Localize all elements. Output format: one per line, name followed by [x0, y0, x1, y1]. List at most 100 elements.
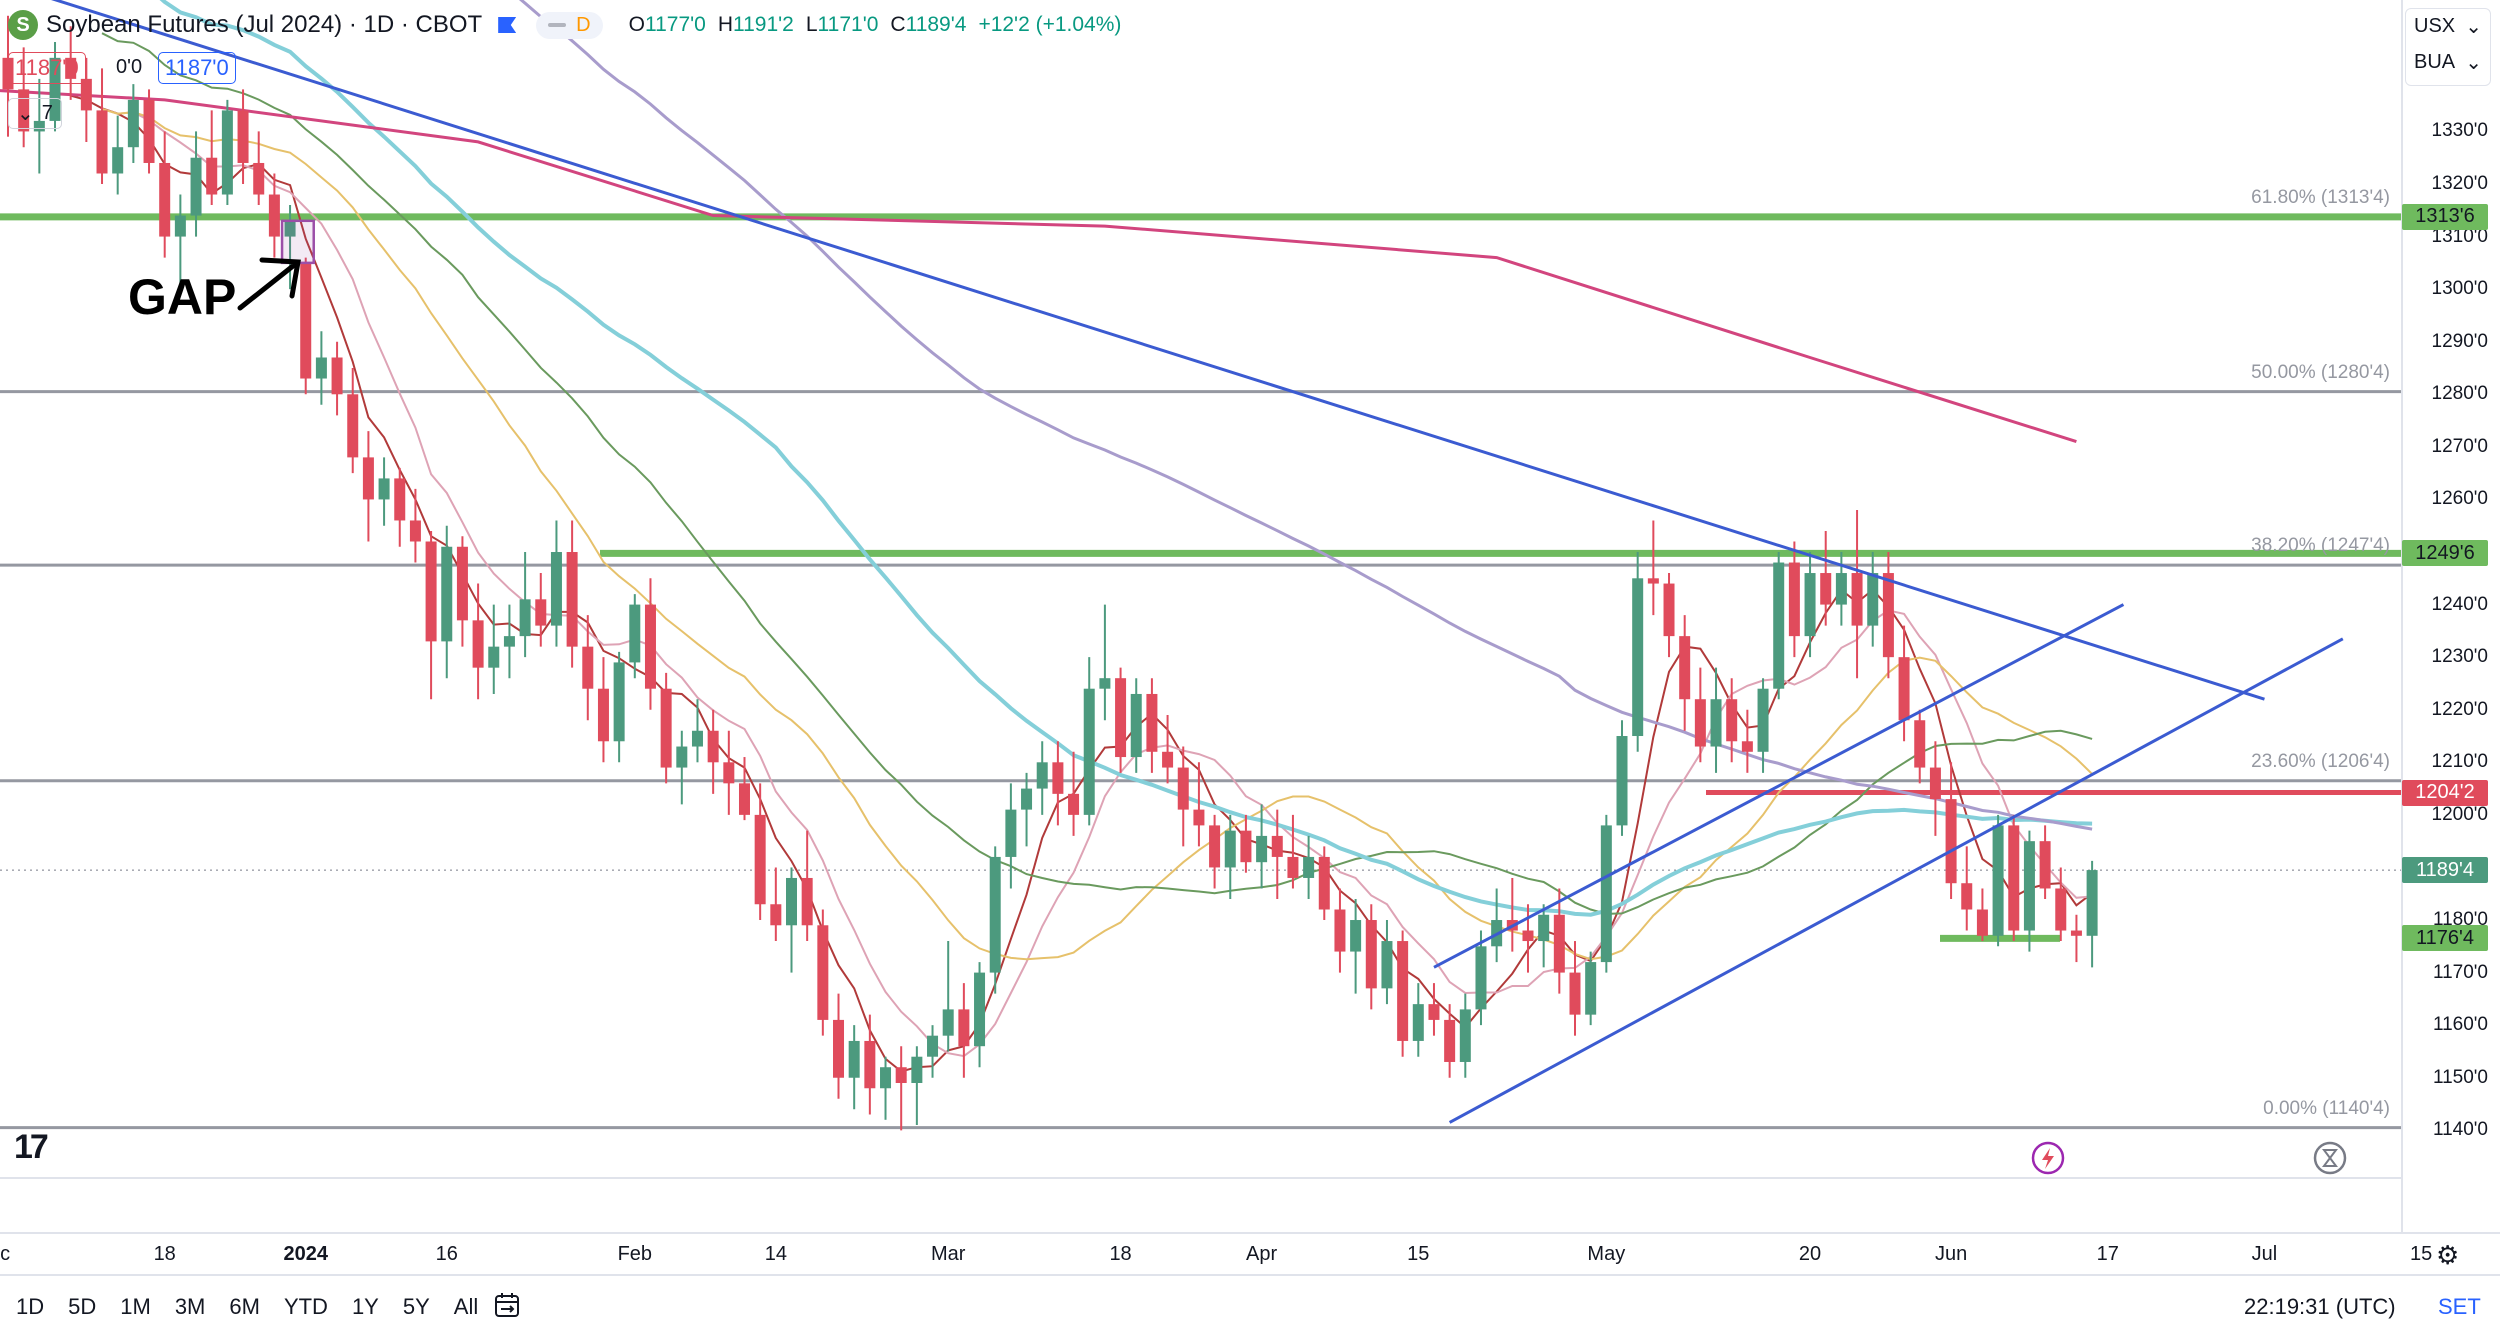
candle-body	[1021, 788, 1033, 810]
ma-5-line	[70, 94, 2093, 1073]
candle-body	[378, 478, 390, 500]
candle-body	[1365, 920, 1377, 989]
y-tick-label: 1280'0	[2431, 383, 2488, 405]
candle	[1350, 898, 1362, 994]
candle	[597, 657, 609, 763]
lightning-icon[interactable]	[2030, 1140, 2066, 1176]
indicators-toggle-button[interactable]: ⌄ 7	[8, 98, 62, 129]
candle	[1381, 920, 1393, 1005]
timeframe-button[interactable]: YTD	[283, 1294, 328, 1319]
candle-body	[738, 783, 750, 815]
high-key: H	[717, 13, 733, 36]
y-tick-label: 1230'0	[2431, 646, 2488, 668]
candle-body	[1882, 573, 1894, 658]
candle	[691, 699, 703, 763]
gear-icon[interactable]: ⚙	[2436, 1240, 2460, 1270]
candle-body	[1929, 767, 1941, 800]
candle-body	[1256, 835, 1268, 863]
flag-icon[interactable]	[498, 17, 517, 33]
candle	[1271, 809, 1283, 899]
candle-body	[1146, 693, 1158, 752]
candle-body	[1710, 699, 1722, 747]
buy-price-button[interactable]: 1187'0	[158, 52, 236, 84]
candle-body	[1005, 809, 1017, 857]
candle-body	[1961, 883, 1973, 910]
candle	[1428, 983, 1440, 1036]
currency-select[interactable]: USX ⌄	[2408, 14, 2488, 39]
timeframe-button[interactable]: 1M	[120, 1294, 151, 1319]
fib-label: 23.60% (1206'4)	[2251, 750, 2390, 772]
candle	[911, 1046, 923, 1126]
hourglass-icon[interactable]	[2312, 1140, 2348, 1176]
y-tick-label: 1310'0	[2431, 225, 2488, 247]
unit-label: BUA	[2414, 51, 2456, 73]
candle	[613, 651, 625, 763]
candle-body	[300, 262, 312, 379]
utc-clock[interactable]: 22:19:31 (UTC)	[2244, 1294, 2396, 1319]
candle-body	[911, 1056, 923, 1083]
candle	[347, 368, 359, 474]
unit-select[interactable]: BUA ⌄	[2408, 50, 2488, 75]
fib-label: 0.00% (1140'4)	[2263, 1097, 2390, 1119]
timeframe-button[interactable]: 5D	[68, 1294, 97, 1319]
candle	[1694, 667, 1706, 763]
spread-value: 0'0	[116, 56, 143, 78]
y-tick-label: 1220'0	[2431, 698, 2488, 720]
timeframe-button[interactable]: 5Y	[402, 1294, 430, 1319]
candle-body	[268, 194, 280, 237]
candle	[65, 26, 77, 100]
symbol-title[interactable]: Soybean Futures (Jul 2024) · 1D · CBOT	[46, 11, 483, 38]
timeframe-button[interactable]: 3M	[174, 1294, 206, 1319]
ma-200-line	[0, 89, 2077, 444]
candle	[1491, 888, 1503, 963]
timeframe-button[interactable]: 1D	[16, 1294, 45, 1319]
timeframe-button[interactable]: 1Y	[351, 1294, 379, 1319]
candle	[378, 457, 390, 526]
candle	[1052, 741, 1064, 826]
settings-set-button[interactable]: SET	[2438, 1294, 2481, 1319]
tradingview-logo-icon[interactable]: 17	[14, 1128, 49, 1166]
candle-body	[1130, 693, 1142, 758]
candle	[676, 730, 688, 805]
y-tick-label: 1240'0	[2431, 593, 2488, 615]
x-tick-label: 18	[1109, 1243, 1132, 1265]
candle	[1616, 720, 1628, 836]
candle-body	[1867, 573, 1879, 626]
candle-body	[1209, 825, 1221, 868]
candle-body	[1992, 825, 2004, 936]
candle	[2039, 825, 2051, 899]
candle-body	[1177, 767, 1189, 810]
candle-body	[1083, 688, 1095, 815]
candle-body	[1788, 562, 1800, 637]
timeframe-button[interactable]: 6M	[229, 1294, 260, 1319]
candle	[1788, 541, 1800, 658]
candle-body	[1600, 825, 1612, 963]
calendar-range-icon[interactable]	[492, 1290, 522, 1320]
candle-body	[1694, 699, 1706, 747]
candle-body	[1820, 573, 1832, 605]
candle	[1334, 888, 1346, 973]
symbol-logo-icon[interactable]: S	[8, 10, 38, 40]
arrow-icon	[237, 257, 301, 311]
gap-annotation	[237, 219, 315, 311]
candle-body	[206, 157, 218, 195]
candle-body	[315, 357, 327, 379]
sell-price-button[interactable]: 1187'0	[8, 52, 86, 84]
candle-body	[629, 604, 641, 663]
y-tick-label: 1330'0	[2431, 120, 2488, 142]
chevron-down-icon: ⌄	[17, 103, 34, 125]
x-tick-label: Jul	[2251, 1243, 2278, 1265]
market-status-pill[interactable]: D	[536, 11, 603, 39]
price-level-tag: 1313'6	[2402, 203, 2488, 230]
candle	[629, 594, 641, 679]
candle-body	[425, 541, 437, 642]
candle	[1522, 904, 1534, 973]
candle-body	[221, 110, 233, 195]
candle	[1992, 814, 2004, 947]
timeframe-button[interactable]: All	[453, 1294, 479, 1319]
y-tick-label: 1180'0	[2432, 909, 2488, 931]
candle	[159, 131, 171, 258]
fib-label: 50.00% (1280'4)	[2251, 361, 2390, 383]
candle	[519, 552, 531, 658]
